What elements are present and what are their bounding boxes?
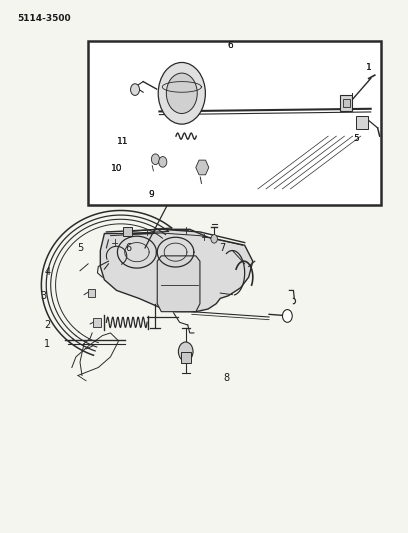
Text: 9: 9 [148, 190, 154, 199]
Circle shape [159, 157, 167, 167]
Text: 1: 1 [366, 63, 372, 71]
Text: 4: 4 [44, 267, 51, 277]
Bar [88, 41, 381, 205]
Circle shape [282, 310, 292, 322]
Bar [93, 318, 101, 327]
Text: 1: 1 [44, 338, 51, 349]
Text: 7: 7 [219, 243, 226, 253]
Text: 10: 10 [111, 164, 122, 173]
Bar [123, 227, 132, 236]
Circle shape [158, 62, 205, 124]
Bar [88, 289, 95, 297]
Text: 6: 6 [228, 42, 233, 51]
Circle shape [211, 235, 217, 243]
Circle shape [131, 84, 140, 95]
Circle shape [151, 154, 160, 165]
Text: 8: 8 [223, 373, 229, 383]
Circle shape [166, 73, 197, 114]
Text: 6: 6 [126, 243, 132, 253]
Polygon shape [100, 229, 253, 312]
Text: 11: 11 [117, 137, 129, 146]
Text: 10: 10 [111, 164, 122, 173]
Bar [357, 116, 368, 130]
Text: 3: 3 [40, 290, 47, 301]
Text: 6: 6 [228, 42, 233, 51]
Polygon shape [157, 256, 200, 312]
Text: 5: 5 [354, 134, 359, 143]
Text: 5114-3500: 5114-3500 [17, 14, 71, 23]
Circle shape [178, 342, 193, 361]
Bar [343, 99, 350, 108]
Text: 11: 11 [117, 137, 129, 146]
Text: 5: 5 [77, 243, 83, 253]
Bar [340, 95, 353, 111]
Text: 1: 1 [366, 63, 372, 71]
Text: 2: 2 [44, 320, 51, 330]
Bar [181, 352, 191, 364]
Text: 9: 9 [148, 190, 154, 199]
Text: 5: 5 [354, 134, 359, 143]
